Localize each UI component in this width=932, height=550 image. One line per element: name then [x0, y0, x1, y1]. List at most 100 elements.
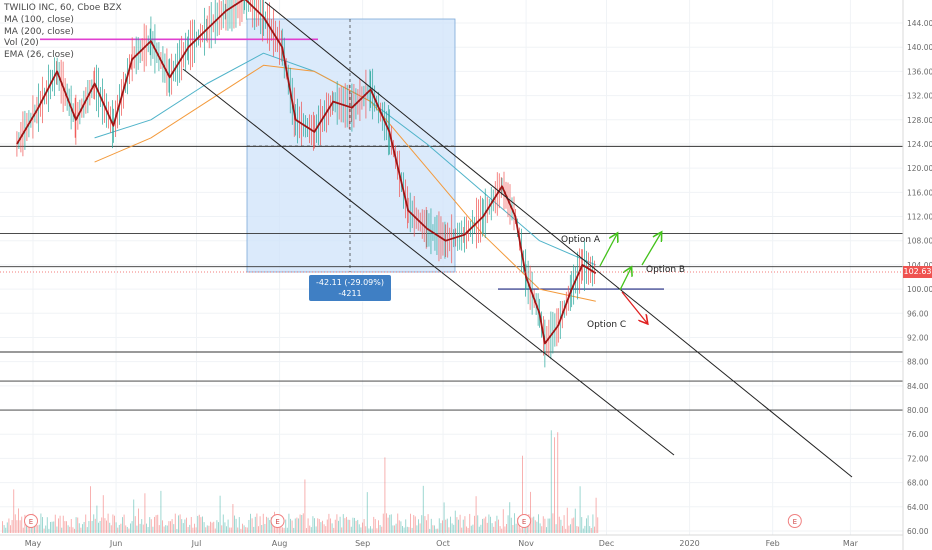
volume-bar [381, 526, 383, 533]
volume-bar [504, 526, 506, 533]
volume-bar [138, 508, 139, 533]
volume-bar [144, 493, 146, 533]
volume-bar [360, 527, 362, 533]
arrow-option-b-1 [619, 268, 631, 291]
legend-vol[interactable]: Vol (20) [4, 38, 39, 49]
volume-bar [266, 516, 267, 533]
volume-bar [194, 523, 195, 533]
volume-bar [90, 486, 91, 533]
volume-bar [507, 515, 509, 533]
volume-bar [42, 517, 43, 533]
volume-bar [456, 517, 458, 533]
volume-bar [570, 524, 571, 533]
volume-bar [72, 527, 74, 533]
price-line [16, 0, 597, 345]
volume-bar [515, 523, 517, 533]
volume-bar [506, 523, 507, 533]
price-tick-6: 120.00 [907, 164, 932, 173]
volume-bar [482, 518, 483, 533]
volume-bar [395, 523, 397, 533]
volume-bar [397, 513, 399, 533]
volume-bar [326, 519, 328, 533]
volume-bar [530, 491, 531, 533]
volume-bar [115, 522, 117, 533]
volume-bar [517, 517, 519, 533]
time-tick-10: Mar [843, 539, 859, 548]
volume-bar [277, 523, 279, 533]
volume-bar [502, 509, 504, 533]
volume-bar [474, 515, 475, 533]
volume-bar [262, 513, 264, 533]
volume-bar [578, 526, 579, 533]
volume-bar [74, 528, 75, 533]
volume-bar [259, 516, 261, 533]
legend-symbol[interactable]: TWILIO INC, 60, Cboe BZX [4, 3, 122, 13]
time-tick-6: Nov [518, 539, 534, 548]
volume-bar [387, 517, 389, 533]
volume-bar [120, 523, 122, 533]
volume-bar [566, 507, 568, 533]
volume-bar [378, 520, 379, 533]
legend-ma200[interactable]: MA (200, close) [4, 26, 74, 37]
volume-bar [179, 514, 181, 533]
volume-bar [410, 513, 411, 533]
volume-bar [475, 496, 477, 533]
volume-bar [427, 514, 429, 533]
volume-bar [365, 526, 367, 533]
volume-bar [109, 522, 111, 533]
volume-bar [510, 517, 512, 533]
volume-bar [150, 519, 152, 533]
volume-bar [309, 525, 311, 533]
volume-bar [123, 514, 125, 533]
volume-bar [450, 516, 451, 533]
volume-bar [226, 526, 227, 533]
volume-bar [269, 520, 271, 533]
legend-ma100[interactable]: MA (100, close) [4, 14, 74, 25]
volume-bar [219, 495, 221, 533]
volume-bar [554, 437, 555, 533]
volume-bar [14, 514, 16, 533]
volume-bar [491, 523, 493, 533]
volume-bar [291, 520, 293, 533]
volume-bar [224, 522, 226, 533]
volume-bar [166, 525, 168, 533]
volume-bar [250, 513, 251, 533]
legend-ema[interactable]: EMA (26, close) [4, 50, 74, 61]
volume-bar [411, 527, 413, 533]
volume-bar [453, 524, 455, 533]
volume-bar [358, 524, 360, 533]
arrow-option-c [621, 291, 647, 323]
volume-bar [560, 519, 562, 533]
volume-bar [254, 516, 256, 533]
volume-bar [278, 526, 280, 533]
volume-bar [285, 519, 287, 533]
volume-bar [128, 528, 130, 533]
volume-bar [16, 520, 18, 533]
volume-bar [101, 517, 103, 533]
measure-range-box [246, 18, 456, 273]
price-tick-19: 68.00 [907, 479, 929, 488]
chart-legend: TWILIO INC, 60, Cboe BZX MA (100, close)… [4, 3, 122, 62]
volume-bar [354, 517, 355, 533]
volume-bar [485, 516, 487, 533]
volume-bar [426, 520, 427, 533]
volume-bar [94, 518, 96, 533]
volume-bar [190, 516, 192, 533]
volume-bar [328, 513, 330, 533]
volume-bar [246, 527, 248, 533]
volume-bar [197, 515, 199, 533]
volume-bar [520, 528, 522, 533]
volume-bar [357, 519, 359, 533]
volume-bar [306, 528, 307, 533]
price-tick-4: 128.00 [907, 116, 932, 125]
volume-bar [237, 527, 239, 533]
volume-bar [53, 521, 55, 533]
price-tick-1: 140.00 [907, 43, 932, 52]
volume-bar [341, 527, 343, 533]
volume-bar [234, 515, 235, 533]
volume-bar [429, 528, 431, 533]
volume-bar [371, 528, 373, 533]
volume-bar [43, 528, 45, 533]
time-tick-5: Oct [436, 539, 450, 548]
